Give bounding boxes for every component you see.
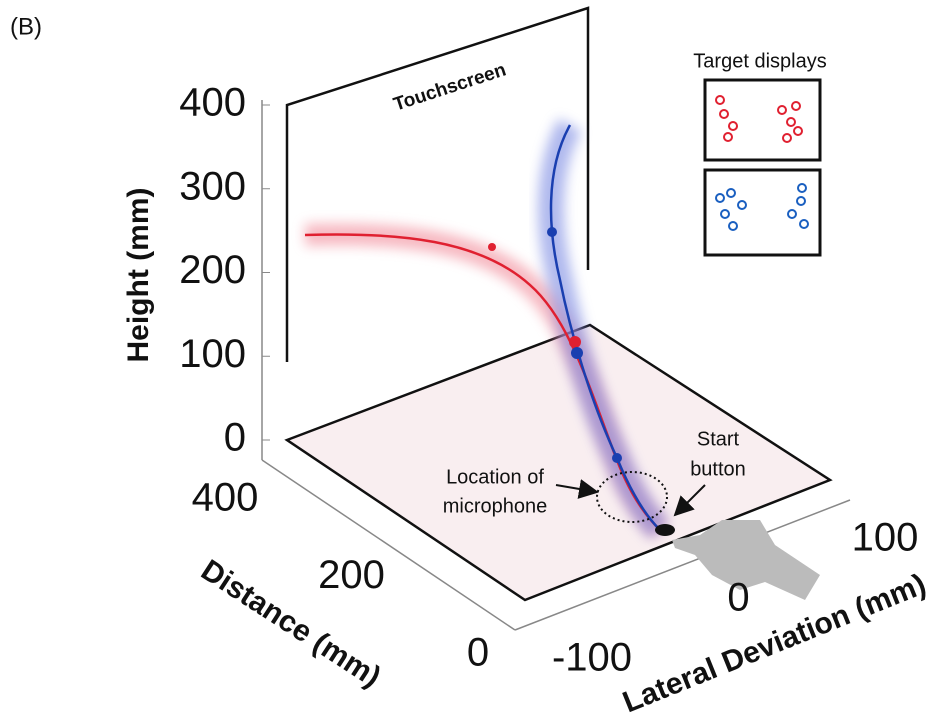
touchscreen-label: Touchscreen — [391, 59, 509, 115]
distance-tick-label: 0 — [467, 631, 489, 675]
start-button — [655, 524, 675, 536]
blue-point — [571, 347, 583, 359]
start-note: Start — [697, 428, 740, 450]
distance-tick-label: 400 — [192, 476, 259, 520]
lateral-tick-label: 0 — [727, 576, 749, 620]
blue-point — [547, 227, 557, 237]
microphone-note: microphone — [443, 495, 548, 517]
inset-title: Target displays — [693, 50, 826, 72]
inset-panel — [705, 80, 820, 160]
distance-tick-label: 200 — [318, 553, 385, 597]
lateral-axis-label: Lateral Deviation (mm) — [618, 568, 930, 720]
lateral-tick-label: 100 — [852, 516, 919, 560]
red-point — [488, 243, 496, 251]
height-tick-label: 100 — [179, 332, 246, 376]
microphone-note: Location of — [446, 466, 544, 488]
start-note: button — [690, 458, 746, 480]
height-tick-label: 400 — [179, 81, 246, 125]
lateral-tick-label: -100 — [552, 636, 632, 680]
panel-label: (B) — [10, 13, 42, 40]
blue-point — [612, 453, 622, 463]
height-tick-label: 200 — [179, 248, 246, 292]
height-axis-label: Height (mm) — [122, 188, 155, 363]
height-tick-label: 0 — [224, 416, 246, 460]
figure: (B) Touchscreen Height (mm) Distance (mm… — [0, 0, 942, 728]
height-tick-label: 300 — [179, 164, 246, 208]
red-point — [569, 336, 581, 348]
